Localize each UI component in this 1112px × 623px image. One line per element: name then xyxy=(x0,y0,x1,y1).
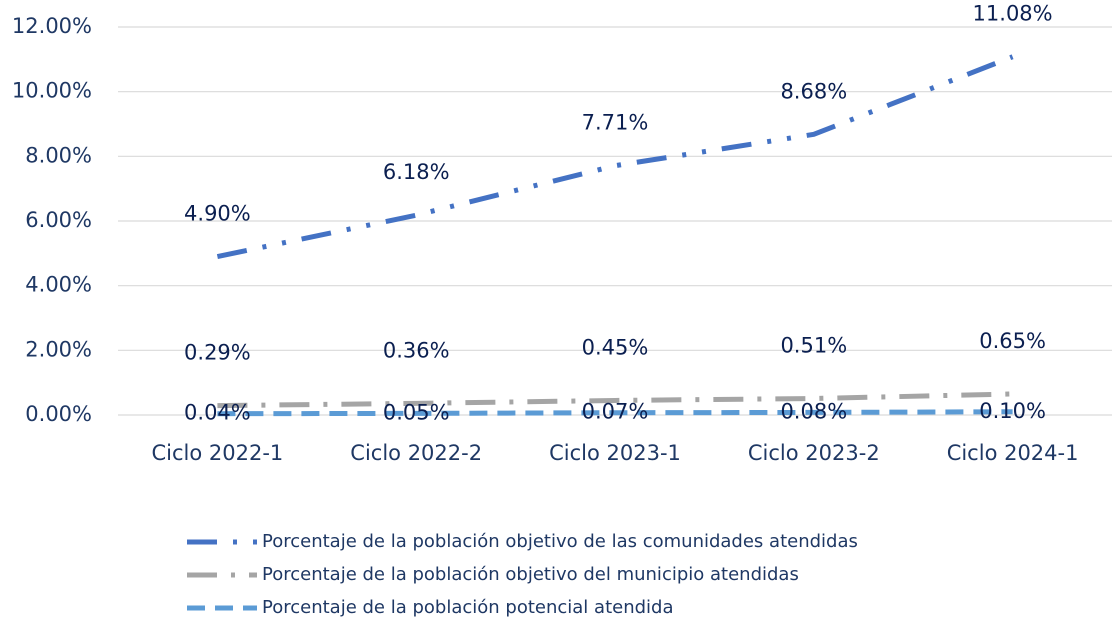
y-tick-label: 8.00% xyxy=(25,143,92,167)
data-label: 0.08% xyxy=(780,399,847,423)
y-tick-label: 10.00% xyxy=(12,79,92,103)
series-line xyxy=(217,391,1013,409)
legend-label: Porcentaje de la población objetivo del … xyxy=(262,564,799,585)
data-label: 11.08% xyxy=(973,2,1053,26)
y-tick-label: 4.00% xyxy=(25,273,92,297)
y-tick-label: 2.00% xyxy=(25,337,92,361)
y-tick-label: 0.00% xyxy=(25,402,92,426)
data-label: 0.29% xyxy=(184,341,251,365)
data-label: 0.10% xyxy=(979,399,1046,423)
data-label: 0.07% xyxy=(582,400,649,424)
y-tick-label: 12.00% xyxy=(12,14,92,38)
x-tick-label: Ciclo 2023-1 xyxy=(549,441,681,465)
data-label: 0.05% xyxy=(383,400,450,424)
legend-label: Porcentaje de la población potencial ate… xyxy=(262,597,674,618)
data-label: 4.90% xyxy=(184,202,251,226)
x-tick-label: Ciclo 2023-2 xyxy=(748,441,880,465)
data-label: 0.45% xyxy=(582,335,649,359)
data-label: 0.65% xyxy=(979,329,1046,353)
y-tick-label: 6.00% xyxy=(25,208,92,232)
data-label: 0.36% xyxy=(383,338,450,362)
series-line xyxy=(217,409,1013,417)
x-tick-label: Ciclo 2022-2 xyxy=(350,441,482,465)
series-line xyxy=(216,54,1014,260)
x-tick-label: Ciclo 2024-1 xyxy=(947,441,1079,465)
data-label: 0.51% xyxy=(780,334,847,358)
data-label: 6.18% xyxy=(383,160,450,184)
data-label: 7.71% xyxy=(582,111,649,135)
data-label: 0.04% xyxy=(184,401,251,425)
legend-label: Porcentaje de la población objetivo de l… xyxy=(262,531,858,552)
x-tick-label: Ciclo 2022-1 xyxy=(152,441,284,465)
data-label: 8.68% xyxy=(780,79,847,103)
